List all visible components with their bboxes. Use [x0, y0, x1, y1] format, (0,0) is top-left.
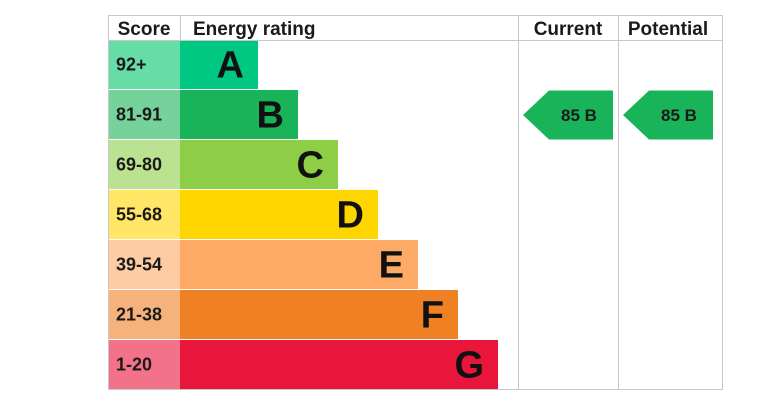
score-cell-b — [108, 90, 180, 139]
score-range-d: 55-68 — [116, 205, 162, 225]
score-cell-d — [108, 190, 180, 239]
score-range-b: 81-91 — [116, 105, 162, 125]
rating-bar-a — [180, 40, 258, 89]
score-header: Score — [118, 19, 171, 40]
score-cell-f — [108, 290, 180, 339]
rating-bands: 92+ A 81-91 B 69-80 C 55-68 D 39-54 E 21-38 F 1-20 G — [108, 40, 498, 389]
rating-letter-g: G — [454, 345, 484, 387]
energy-rating-header: Energy rating — [193, 19, 315, 40]
rating-letter-a: A — [217, 45, 244, 87]
rating-letter-b: B — [257, 95, 284, 137]
rating-letter-c: C — [297, 145, 324, 187]
rating-bar-d — [180, 190, 378, 239]
rating-bar-g — [180, 340, 498, 389]
score-cell-g — [108, 340, 180, 389]
score-range-a: 92+ — [116, 55, 147, 75]
score-cell-c — [108, 140, 180, 189]
rating-bar-b — [180, 90, 298, 139]
table-border — [108, 15, 723, 390]
potential-rating-arrow — [623, 90, 713, 140]
current-header: Current — [534, 19, 603, 40]
potential-rating-label: 85 B — [661, 106, 697, 125]
score-cell-a — [108, 40, 180, 89]
score-range-g: 1-20 — [116, 355, 152, 375]
rating-letter-d: D — [337, 195, 364, 237]
rating-bar-f — [180, 290, 458, 339]
score-range-f: 21-38 — [116, 305, 162, 325]
rating-letter-f: F — [421, 295, 444, 337]
table-grid — [108, 15, 723, 390]
score-range-e: 39-54 — [116, 255, 162, 275]
rating-markers: 85 B 85 B — [523, 90, 713, 140]
rating-bar-e — [180, 240, 418, 289]
score-range-c: 69-80 — [116, 155, 162, 175]
rating-letter-e: E — [379, 245, 404, 287]
potential-header: Potential — [628, 19, 708, 40]
current-rating-label: 85 B — [561, 106, 597, 125]
score-cell-e — [108, 240, 180, 289]
rating-bar-c — [180, 140, 338, 189]
current-rating-arrow — [523, 90, 613, 140]
